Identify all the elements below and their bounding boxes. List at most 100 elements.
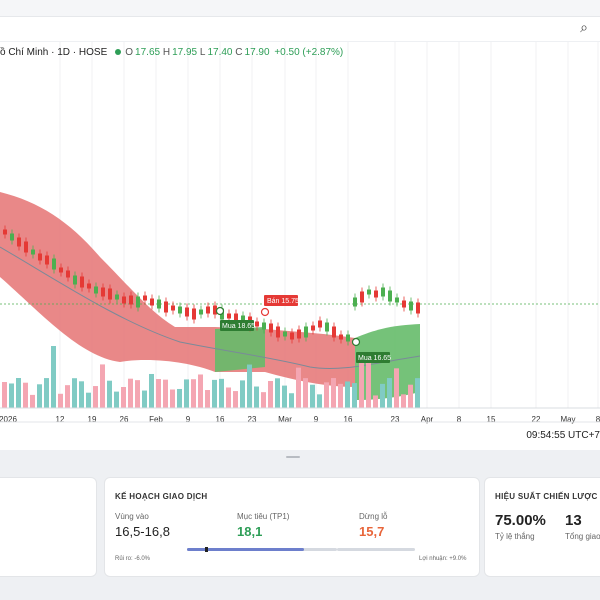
candle-body [45,255,49,265]
candle-body [269,323,273,333]
annotation-buy-1-label: Mua 18.65 [222,323,255,330]
candle-body [325,322,329,332]
candle-body [38,253,42,261]
volume-bar [275,378,280,408]
x-tick-label: 9 [186,415,191,424]
annotation-sell-label: Bán 15.75 [267,298,299,305]
candle-body [129,295,133,305]
candle-body [31,249,35,255]
candle-body [332,326,336,338]
volume-bar [394,368,399,408]
volume-bar [261,392,266,408]
volume-bar [114,391,119,408]
candle-body [381,287,385,297]
volume-bar [2,382,7,408]
volume-bar [289,393,294,408]
volume-bar [352,383,357,408]
volume-bar [149,373,154,408]
bollinger-band-up-1 [215,327,265,372]
info-panel-left [0,477,97,577]
volume-bar [282,385,287,408]
volume-bar [107,380,112,408]
volume-bar [254,386,259,408]
profit-text: Lợi nhuận: +9.0% [419,556,467,562]
current-price-marker [205,547,208,552]
annotation-sell-marker [260,307,270,317]
annotation-buy-1-marker [215,306,225,316]
legend-low-key: L [199,47,206,58]
volume-bar [380,383,385,408]
price-chart[interactable]: Bán 15.75 Mua 18.65 Mua 16.65 2026 12 19 26… [0,42,600,450]
x-axis-ticks: 2026 12 19 26 Feb 9 16 23 Mar 9 16 23 Apr 8 15 22 May 8 [0,415,600,424]
candle-body [192,308,196,320]
top-toolbar: ⌕ [0,0,600,41]
annotation-buy-2-box [356,352,390,363]
volume-bar [401,394,406,408]
candle-body [360,291,364,303]
zoom-icon[interactable]: ⌕ [580,19,588,35]
volume-bar [65,385,70,408]
candle-body [199,309,203,315]
annotation-buy-2-label: Mua 16.65 [358,355,391,362]
pane-divider[interactable] [0,452,600,462]
candle-body [395,297,399,303]
toolbar-strip [0,16,600,41]
volume-bar [156,379,161,408]
volume-bar [23,382,28,408]
trade-range-bar [187,547,337,552]
volume-bar [233,391,238,408]
volume-bar [93,386,98,408]
bollinger-band-down [0,192,215,372]
candle-body [206,306,210,314]
candle-body [276,326,280,338]
candle-body [318,320,322,328]
candle-body [339,334,343,340]
chart-panel[interactable]: Bán 15.75 Mua 18.65 Mua 16.65 2026 12 19 26… [0,42,600,450]
win-rate-value: 75.00% [495,512,546,529]
candle-body [171,305,175,311]
target-value: 18,1 [237,524,263,539]
legend-high-key: H [162,47,171,58]
volume-bar [226,387,231,408]
x-tick-label: Mar [278,415,292,424]
volume-bar [359,358,364,408]
volume-bar [296,367,301,408]
entry-label: Vùng vào [115,512,149,521]
candle-body [143,295,147,301]
legend-open-key: O [125,47,134,58]
drag-handle[interactable] [286,456,300,458]
candle-body [353,297,357,307]
candle-body [108,288,112,300]
volume-bar [331,378,336,408]
x-tick-label: 9 [314,415,319,424]
volume-bar [9,383,14,408]
x-tick-label: 16 [344,415,353,424]
x-tick-label: 19 [88,415,97,424]
candle-body [3,229,7,235]
grid-lines [59,42,599,408]
volume-bar [303,378,308,408]
candle-body [346,334,350,342]
total-trades-value: 13 [565,512,582,529]
legend-close: 17.90 [244,47,270,58]
chart-legend: ồ Chí Minh · 1D · HOSE O 17.65 H 17.95 L 17.… [0,47,343,58]
legend-change: +0.50 (+2.87%) [274,47,344,58]
volume-bar [163,379,168,408]
volume-bar [247,364,252,408]
legend-symbol: ồ Chí Minh · 1D · HOSE [0,47,108,58]
candle-body [52,258,56,270]
candle-body [367,289,371,295]
volume-bar [121,386,126,408]
volume-bar [338,383,343,408]
legend-high: 17.95 [172,47,198,58]
candle-body [157,299,161,309]
candle-body [94,286,98,294]
volume-bar [191,379,196,408]
legend-close-key: C [235,47,243,58]
candle-body [304,326,308,338]
volume-bar [142,390,147,408]
candle-body [66,270,70,278]
volume-bar [317,394,322,408]
win-rate-label: Tỷ lệ thắng [495,532,535,541]
x-tick-label: 22 [532,415,541,424]
